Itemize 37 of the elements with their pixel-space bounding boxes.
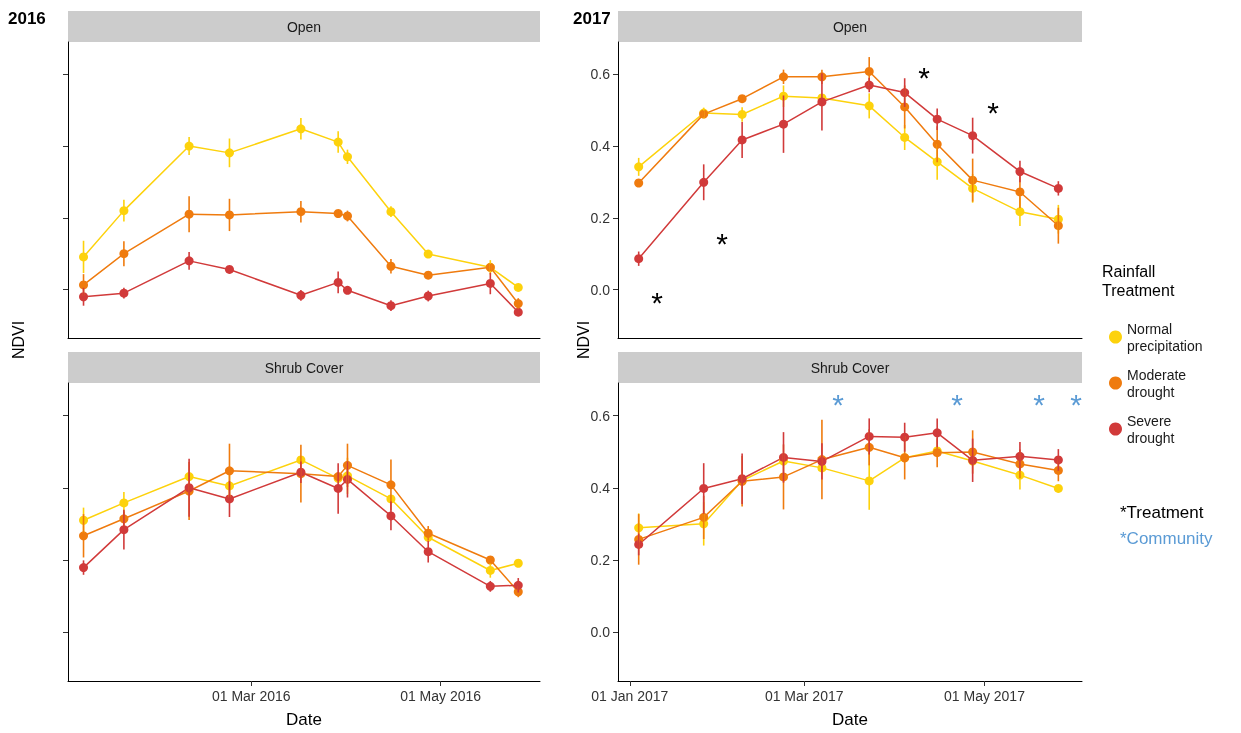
annotation: * [987,95,1000,129]
x-tick-label: 01 May 2016 [400,688,482,704]
legend-title: Rainfall Treatment [1102,263,1175,299]
x-tick-label: 01 Mar 2016 [211,688,291,704]
chart-subtitle: Open [832,18,868,35]
legend-label: Severe drought [1127,412,1176,446]
legend-label: Moderate drought [1127,366,1191,400]
annotation: * [951,387,964,421]
chart-title: 2016 [8,9,46,28]
x-axis-title: Date [286,710,322,729]
y-axis-title: NDVI [9,320,27,360]
chart-subtitle: Open [286,18,322,35]
y-tick-label: 0.2 [590,209,611,226]
x-axis-title: Date [832,710,868,729]
y-tick-label: 0.4 [590,138,611,155]
y-tick-label: 0.0 [590,281,611,298]
text: *Treatment [1120,502,1204,522]
y-tick-label: 0.4 [590,479,611,496]
annotation: * [651,285,664,319]
x-tick-label: 01 Mar 2017 [764,688,844,704]
annotation: * [716,226,729,260]
chart-subtitle: Shrub Cover [264,359,344,376]
annotation: * [918,60,931,94]
annotation: * [1070,387,1083,421]
y-tick-label: 0.6 [590,407,611,424]
y-tick-label: 0.0 [590,624,611,641]
text: *Community [1120,528,1214,548]
annotation: * [832,387,845,421]
y-tick-label: 0.2 [590,551,611,568]
x-tick-label: 01 May 2017 [943,688,1026,704]
y-axis-title: NDVI [574,320,592,360]
annotation: * [1033,387,1046,421]
chart-title: 2017 [573,9,611,28]
x-tick-label: 01 Jan 2017 [591,688,669,704]
legend-label: Normal precipitation [1127,320,1203,354]
y-tick-label: 0.6 [590,66,611,83]
chart-subtitle: Shrub Cover [810,359,890,376]
